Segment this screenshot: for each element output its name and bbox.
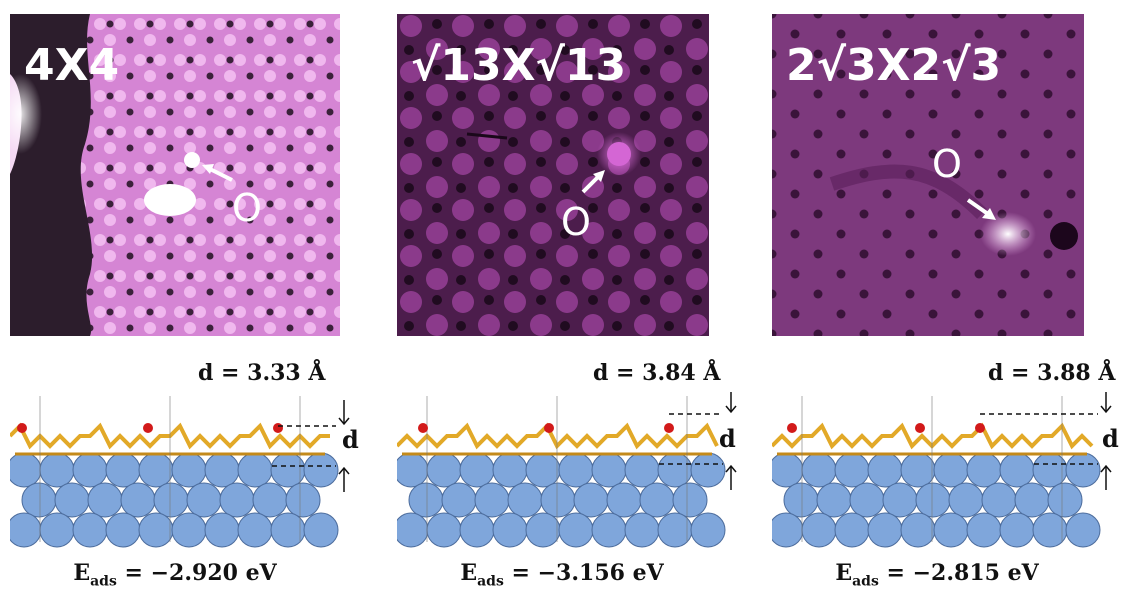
substrate-atoms	[397, 453, 725, 547]
adsorption-energy: Eads = −2.920 eV	[10, 560, 340, 589]
stm-image-4x4: 4X4 O	[10, 14, 340, 336]
panel-4x4: 4X4 O d = 3.33 Å d Eads = −2.920 eV	[10, 0, 340, 592]
d-label: d = 3.84 Å	[593, 360, 720, 386]
atomic-model-sqrt13	[397, 392, 727, 552]
oxygen-label: O	[561, 200, 591, 244]
d-label: d = 3.88 Å	[988, 360, 1115, 386]
panel-sqrt13: √13X√13 O d = 3.84 Å d Eads = −3.156 eV	[397, 0, 727, 592]
d-label: d = 3.33 Å	[198, 360, 325, 386]
adsorption-energy: Eads = −2.815 eV	[772, 560, 1102, 589]
oxygen-label: O	[232, 186, 262, 230]
atomic-model-4x4	[10, 392, 340, 552]
stm-label: 4X4	[24, 40, 119, 91]
substrate-atoms	[772, 453, 1100, 547]
adsorption-energy: Eads = −3.156 eV	[397, 560, 727, 589]
oxygen-atoms	[17, 423, 283, 433]
oxygen-spot	[184, 152, 200, 168]
stm-label: √13X√13	[411, 40, 626, 91]
atomic-model-2sqrt3	[772, 392, 1102, 552]
bright-cluster	[144, 184, 196, 216]
substrate-atoms	[10, 453, 338, 547]
panel-2sqrt3: 2√3X2√3 O d = 3.88 Å d Eads = −2.815 eV	[772, 0, 1102, 592]
stm-image-2sqrt3: 2√3X2√3 O	[772, 14, 1084, 336]
stm-label: 2√3X2√3	[786, 40, 1001, 91]
oxygen-atoms	[418, 423, 674, 433]
oxygen-label: O	[932, 142, 962, 186]
stm-image-sqrt13: √13X√13 O	[397, 14, 709, 336]
